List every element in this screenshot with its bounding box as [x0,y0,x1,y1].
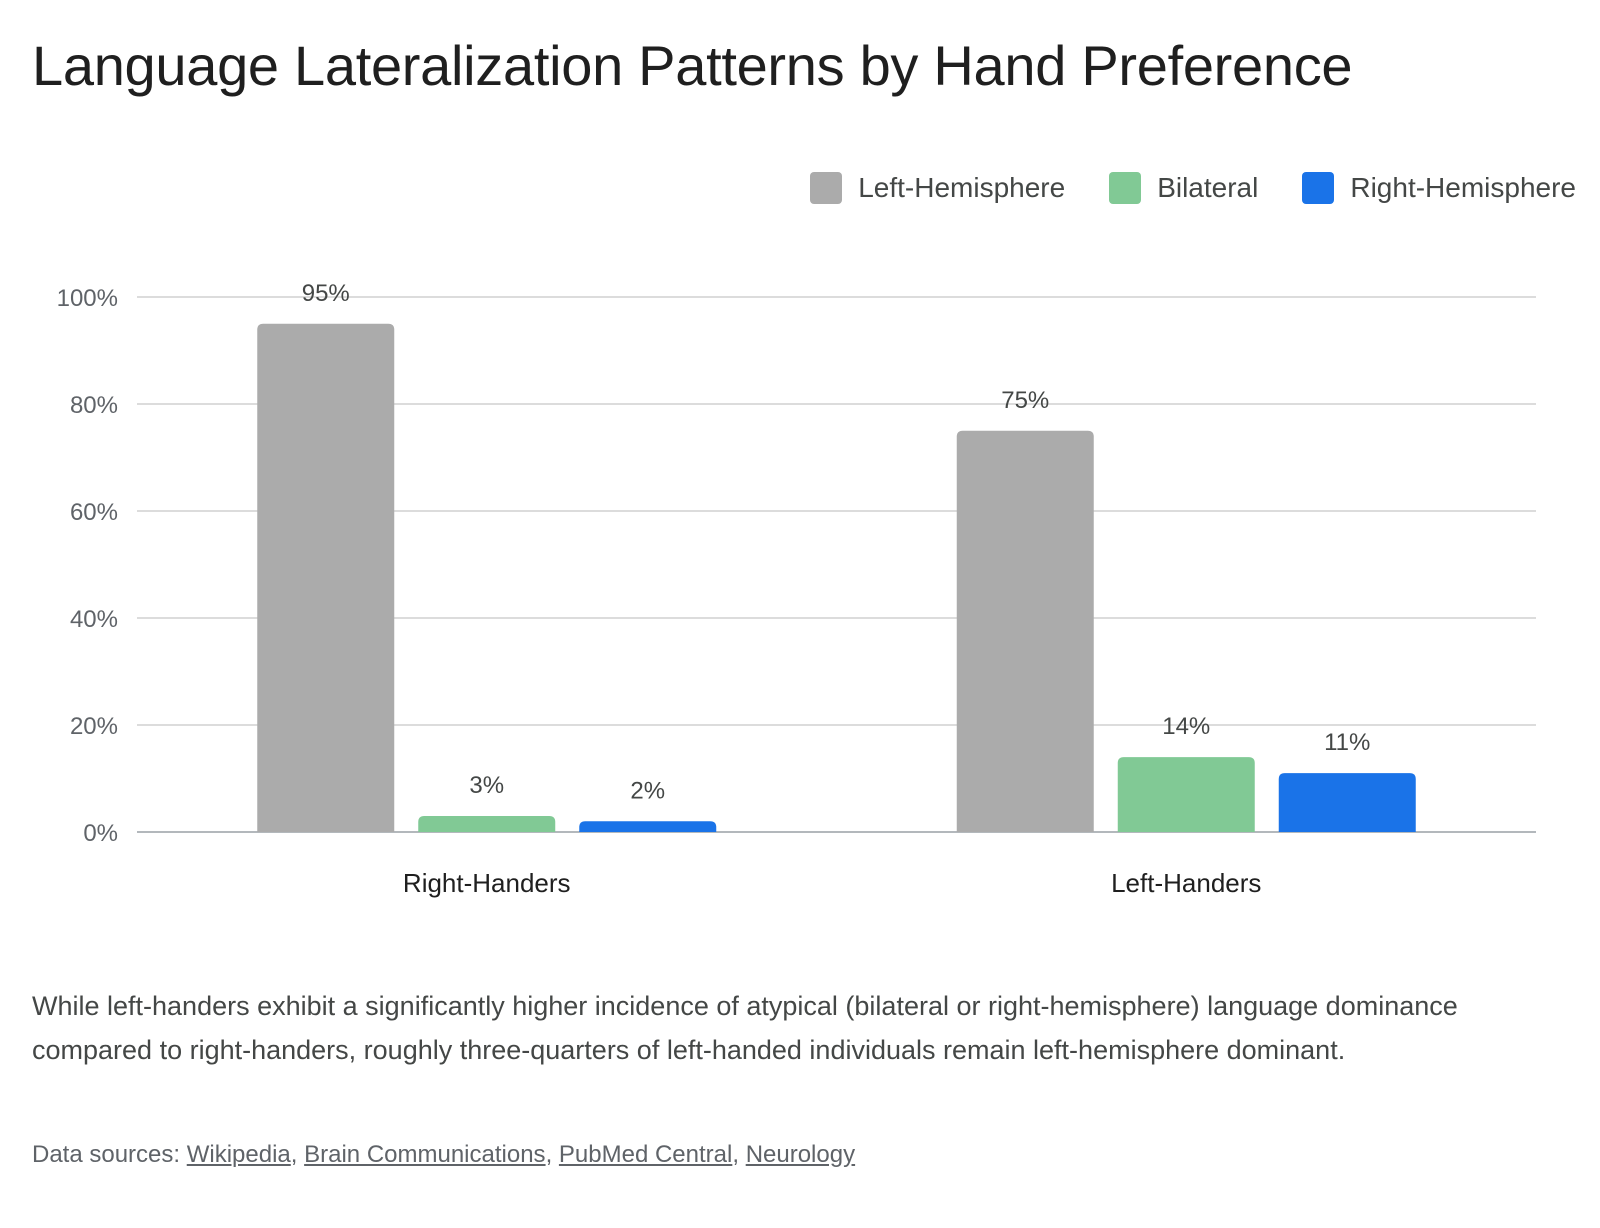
legend-item-left-hemisphere: Left-Hemisphere [810,172,1065,204]
bar-bilateral-right-handers [418,815,556,832]
data-label: 75% [1001,387,1049,414]
data-label: 3% [469,772,504,799]
legend-swatch-right-hemisphere [1302,172,1335,204]
data-label: 14% [1162,713,1210,740]
data-sources: Data sources: Wikipedia, Brain Communica… [32,1141,856,1168]
y-axis-ticks: 0% 20% 40% 60% 80% 100% [57,285,118,847]
legend-item-right-hemisphere: Right-Hemisphere [1302,172,1576,204]
bar-left-hemisphere-right-handers [257,323,395,832]
source-link-pubmed-central[interactable]: PubMed Central [558,1141,733,1168]
chart-title: Language Lateralization Patterns by Hand… [32,34,1353,97]
source-link-neurology[interactable]: Neurology [745,1141,856,1168]
legend-label-right-hemisphere: Right-Hemisphere [1350,172,1576,203]
legend-swatch-bilateral [1109,172,1142,204]
chart-caption: While left-handers exhibit a significant… [32,991,1458,1065]
bar-chart: 0% 20% 40% 60% 80% 100% 95% 3% 2% 75% 14% 11% Righ… [57,280,1536,898]
bar-bilateral-left-handers [1117,757,1255,832]
y-tick-label: 40% [70,606,118,633]
legend-label-left-hemisphere: Left-Hemisphere [858,172,1066,203]
bars [257,323,1416,832]
category-label: Left-Handers [1111,868,1261,898]
sources-prefix: Data sources: [32,1141,187,1168]
y-tick-label: 20% [70,713,118,740]
data-label: 2% [630,777,665,804]
data-label: 11% [1324,729,1370,756]
data-label: 95% [302,280,350,307]
chart-legend: Left-Hemisphere Bilateral Right-Hemisphe… [810,172,1576,204]
source-link-wikipedia[interactable]: Wikipedia [186,1141,291,1168]
bar-right-hemisphere-left-handers [1278,773,1416,832]
y-tick-label: 100% [57,285,118,312]
bar-left-hemisphere-left-handers [956,430,1094,832]
legend-label-bilateral: Bilateral [1157,172,1259,203]
bar-right-hemisphere-right-handers [579,821,717,832]
legend-item-bilateral: Bilateral [1109,172,1258,204]
data-labels: 95% 3% 2% 75% 14% 11% [302,280,1371,805]
x-axis-categories: Right-Handers Left-Handers [403,868,1261,898]
legend-swatch-left-hemisphere [810,172,843,204]
y-tick-label: 80% [70,392,118,419]
y-tick-label: 60% [70,499,118,526]
y-tick-label: 0% [83,820,118,847]
category-label: Right-Handers [403,868,571,898]
source-link-brain-communications[interactable]: Brain Communications [304,1141,546,1168]
